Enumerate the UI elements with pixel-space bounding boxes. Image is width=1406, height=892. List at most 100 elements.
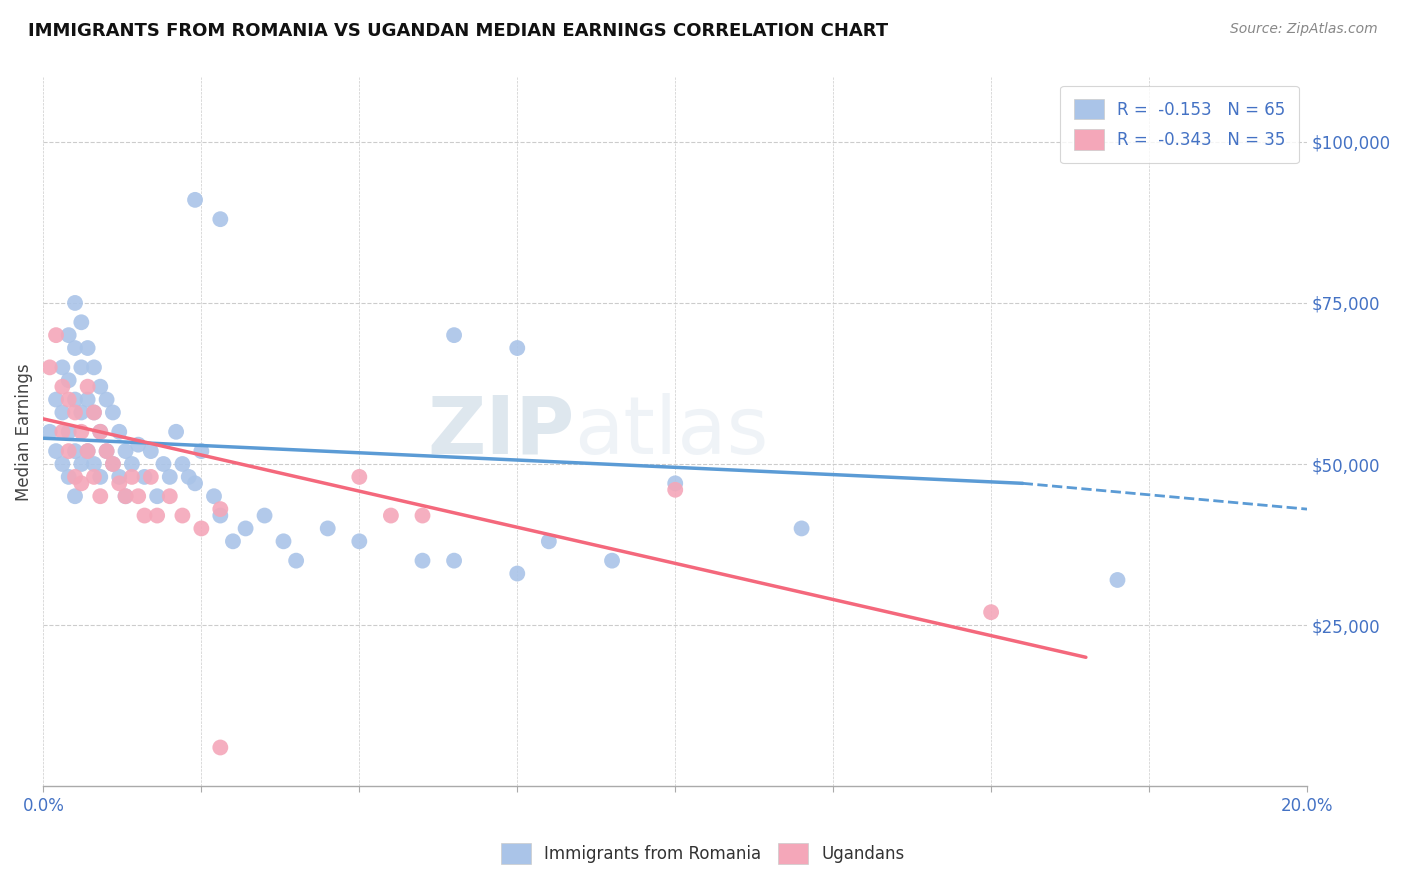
Text: Source: ZipAtlas.com: Source: ZipAtlas.com — [1230, 22, 1378, 37]
Point — [63, 470, 86, 484]
Point — [83, 405, 105, 419]
Point — [209, 508, 232, 523]
Point — [70, 315, 93, 329]
Point — [108, 470, 131, 484]
Point — [159, 489, 181, 503]
Point — [45, 392, 67, 407]
Point — [76, 444, 98, 458]
Point — [139, 444, 162, 458]
Point — [790, 521, 813, 535]
Point — [506, 566, 529, 581]
Point — [108, 476, 131, 491]
Point — [664, 483, 686, 497]
Point — [172, 508, 194, 523]
Point — [70, 476, 93, 491]
Point — [114, 489, 136, 503]
Point — [190, 444, 212, 458]
Point — [51, 425, 73, 439]
Point — [89, 425, 111, 439]
Point — [83, 457, 105, 471]
Point — [139, 470, 162, 484]
Point — [380, 508, 402, 523]
Point — [38, 425, 60, 439]
Point — [96, 444, 118, 458]
Point — [83, 405, 105, 419]
Point — [443, 328, 465, 343]
Point — [51, 360, 73, 375]
Point — [58, 373, 80, 387]
Point — [159, 470, 181, 484]
Point — [273, 534, 295, 549]
Point — [184, 476, 207, 491]
Point — [38, 360, 60, 375]
Point — [70, 360, 93, 375]
Point — [209, 212, 232, 227]
Point — [235, 521, 257, 535]
Point — [177, 470, 200, 484]
Point — [537, 534, 560, 549]
Point — [89, 470, 111, 484]
Point — [114, 444, 136, 458]
Point — [63, 392, 86, 407]
Point — [63, 489, 86, 503]
Point — [45, 444, 67, 458]
Point — [89, 489, 111, 503]
Point — [89, 380, 111, 394]
Point — [316, 521, 339, 535]
Point — [127, 489, 149, 503]
Point — [146, 508, 169, 523]
Point — [58, 470, 80, 484]
Point — [70, 425, 93, 439]
Point — [101, 405, 124, 419]
Point — [152, 457, 174, 471]
Point — [101, 457, 124, 471]
Point — [222, 534, 245, 549]
Point — [51, 405, 73, 419]
Point — [285, 554, 308, 568]
Text: atlas: atlas — [574, 392, 769, 471]
Point — [76, 380, 98, 394]
Point — [506, 341, 529, 355]
Point — [600, 554, 623, 568]
Point — [253, 508, 276, 523]
Point — [70, 457, 93, 471]
Point — [58, 328, 80, 343]
Point — [70, 405, 93, 419]
Point — [63, 296, 86, 310]
Point — [980, 605, 1002, 619]
Point — [51, 380, 73, 394]
Point — [1107, 573, 1129, 587]
Point — [108, 425, 131, 439]
Point — [83, 360, 105, 375]
Point — [45, 328, 67, 343]
Point — [209, 740, 232, 755]
Point — [411, 554, 433, 568]
Point — [96, 444, 118, 458]
Point — [83, 470, 105, 484]
Point — [202, 489, 225, 503]
Point — [114, 489, 136, 503]
Point — [63, 341, 86, 355]
Point — [58, 392, 80, 407]
Point — [209, 502, 232, 516]
Point — [51, 457, 73, 471]
Point — [349, 470, 371, 484]
Point — [165, 425, 187, 439]
Point — [63, 405, 86, 419]
Point — [96, 392, 118, 407]
Point — [146, 489, 169, 503]
Point — [443, 554, 465, 568]
Legend: Immigrants from Romania, Ugandans: Immigrants from Romania, Ugandans — [495, 837, 911, 871]
Point — [76, 444, 98, 458]
Point — [134, 508, 156, 523]
Point — [76, 341, 98, 355]
Point — [184, 193, 207, 207]
Point — [58, 425, 80, 439]
Point — [121, 470, 143, 484]
Point — [172, 457, 194, 471]
Point — [134, 470, 156, 484]
Point — [76, 392, 98, 407]
Point — [63, 444, 86, 458]
Point — [349, 534, 371, 549]
Point — [89, 425, 111, 439]
